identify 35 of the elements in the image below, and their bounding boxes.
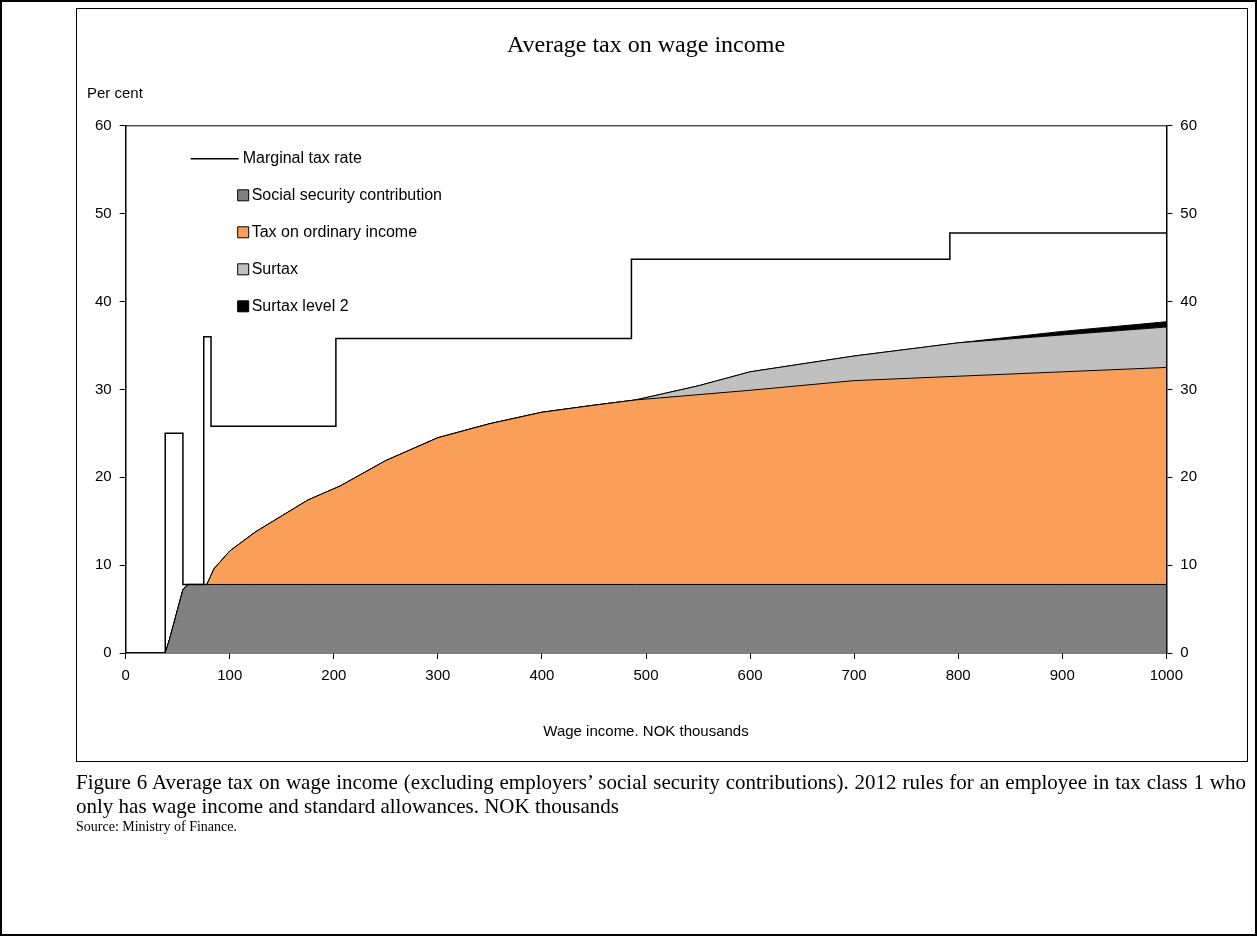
caption: Figure 6 Average tax on wage income (excluding employers’ social security contributions). 2012 rules for an employee in tax class 1 who only has wage income and standard allowances. NOK thousands [76, 770, 1246, 818]
x-tick-label: 500 [633, 666, 659, 684]
x-tick-label: 700 [841, 666, 867, 684]
chart-title: Average tax on wage income [506, 30, 786, 57]
x-tick-label: 200 [321, 666, 347, 684]
y-tick-label: 60 [95, 115, 112, 133]
legend-label: Marginal tax rate [242, 149, 362, 167]
y-tick-label: 40 [95, 291, 112, 309]
y-tick-label: 10 [95, 555, 112, 573]
x-tick-label: 900 [1049, 666, 1075, 684]
y2-tick-label: 20 [1180, 467, 1197, 485]
x-tick-label: 0 [121, 666, 130, 684]
y-tick-label: 30 [95, 379, 112, 397]
legend-label: Surtax level 2 [251, 297, 349, 315]
legend-label: Tax on ordinary income [251, 223, 418, 241]
y2-tick-label: 60 [1180, 115, 1197, 133]
y2-tick-label: 0 [1180, 643, 1189, 661]
legend-label: Social security contribution [251, 186, 442, 204]
y-tick-label: 20 [95, 467, 112, 485]
y-axis-title: Per cent [87, 84, 144, 102]
y-tick-label: 0 [103, 643, 112, 661]
y2-tick-label: 30 [1180, 379, 1197, 397]
y-tick-label: 50 [95, 203, 112, 221]
x-tick-label: 400 [529, 666, 555, 684]
x-axis-title: Wage income. NOK thousands [543, 722, 749, 740]
x-tick-label: 800 [945, 666, 971, 684]
x-tick-label: 600 [737, 666, 763, 684]
y2-tick-label: 50 [1180, 203, 1197, 221]
legend-label: Surtax [251, 260, 298, 278]
source-note: Source: Ministry of Finance. [76, 818, 238, 836]
x-tick-label: 1000 [1149, 666, 1183, 684]
x-tick-label: 300 [425, 666, 451, 684]
x-tick-label: 100 [217, 666, 243, 684]
y2-tick-label: 40 [1180, 291, 1197, 309]
y2-tick-label: 10 [1180, 555, 1197, 573]
